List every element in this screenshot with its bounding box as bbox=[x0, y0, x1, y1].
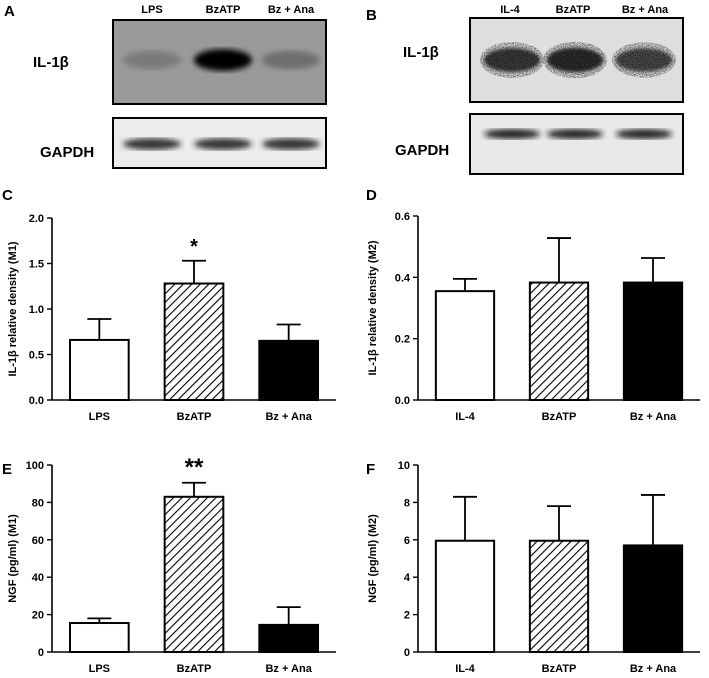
blot-b-lane-label-3: Bz + Ana bbox=[622, 4, 669, 16]
bar-lps bbox=[68, 338, 130, 402]
blot-b-protein-label-1: IL-1β bbox=[403, 44, 439, 61]
y-tick-label: 2 bbox=[404, 610, 410, 622]
y-tick-label: 0.5 bbox=[29, 350, 44, 362]
bar-bzatp bbox=[528, 281, 590, 401]
chart-panel-f: F NGF (pg/ml) (M2) 0 2 4 6 8 10 IL-4 BzATP Bz + An… bbox=[366, 460, 700, 675]
x-category-label: Bz + Ana bbox=[265, 663, 312, 675]
chart-panel-e: E NGF (pg/ml) (M1) 0 20 40 60 80 100 LPS ** BzATP B… bbox=[2, 454, 336, 675]
x-category-label: LPS bbox=[89, 411, 110, 423]
y-tick-label: 4 bbox=[404, 572, 411, 584]
significance-marker: * bbox=[190, 236, 198, 258]
x-category-label: Bz + Ana bbox=[265, 411, 312, 423]
y-tick-label: 0.2 bbox=[395, 334, 410, 346]
blot-band bbox=[262, 50, 320, 70]
panel-letter-e: E bbox=[2, 461, 12, 478]
y-tick-label: 0.0 bbox=[29, 395, 44, 407]
blot-a-lane-label-1: LPS bbox=[141, 4, 162, 16]
chart-panel-d: D IL-1β relative density (M2) 0.0 0.2 0.4 0.6… bbox=[366, 187, 700, 423]
x-category-label: Bz + Ana bbox=[630, 411, 677, 423]
blot-panel-a: A LPS BzATP Bz + Ana IL-1β GAPDH bbox=[4, 3, 327, 169]
chart-panel-c: C IL-1β relative density (M1) 0.0 0.5 1.0 1.5… bbox=[2, 187, 336, 423]
blot-b-membrane-2 bbox=[469, 113, 684, 175]
y-tick-label: 6 bbox=[404, 535, 410, 547]
blot-a-bands-1 bbox=[123, 49, 320, 71]
y-tick-label: 1.5 bbox=[29, 259, 44, 271]
blot-band bbox=[194, 138, 252, 150]
panel-letter-d: D bbox=[366, 187, 377, 204]
bar-lps bbox=[68, 622, 130, 654]
y-tick-label: 0.4 bbox=[395, 272, 411, 284]
y-tick-label: 0 bbox=[38, 647, 44, 659]
blot-band-noise bbox=[480, 42, 544, 78]
panel-letter-b: B bbox=[366, 7, 377, 24]
blot-band-noise bbox=[612, 42, 676, 78]
x-category-label: BzATP bbox=[177, 663, 212, 675]
y-tick-label: 1.0 bbox=[29, 304, 44, 316]
blot-a-lane-label-2: BzATP bbox=[206, 4, 241, 16]
blot-band-noise bbox=[543, 41, 607, 79]
blot-band bbox=[616, 129, 672, 139]
y-axis-title: NGF (pg/ml) (M1) bbox=[7, 514, 19, 603]
x-category-label: Bz + Ana bbox=[630, 663, 677, 675]
blot-band bbox=[484, 129, 540, 139]
y-tick-label: 0.6 bbox=[395, 211, 410, 223]
x-category-label: BzATP bbox=[542, 411, 577, 423]
panel-letter-f: F bbox=[366, 461, 375, 478]
blot-a-bands-2 bbox=[123, 138, 320, 150]
y-axis-title: NGF (pg/ml) (M2) bbox=[367, 514, 379, 603]
y-axis-title: IL-1β relative density (M2) bbox=[367, 240, 379, 375]
blot-a-membrane-1 bbox=[112, 19, 327, 105]
blot-b-membrane-1 bbox=[469, 17, 684, 103]
bar-bz-ana bbox=[258, 339, 320, 402]
blot-b-lane-label-1: IL-4 bbox=[500, 4, 520, 16]
bar-il-4 bbox=[434, 539, 496, 653]
blot-band bbox=[547, 129, 603, 139]
bar-bzatp bbox=[163, 282, 225, 401]
blot-b-lane-label-2: BzATP bbox=[556, 4, 591, 16]
significance-marker: ** bbox=[185, 454, 204, 481]
blot-band bbox=[194, 49, 252, 71]
y-tick-label: 2.0 bbox=[29, 213, 44, 225]
x-category-label: IL-4 bbox=[455, 411, 475, 423]
y-axis-title: IL-1β relative density (M1) bbox=[7, 241, 19, 376]
x-category-label: BzATP bbox=[542, 663, 577, 675]
y-tick-label: 8 bbox=[404, 497, 410, 509]
bar-bz-ana bbox=[622, 281, 684, 401]
bar-bzatp bbox=[163, 495, 225, 654]
y-tick-label: 100 bbox=[26, 460, 44, 472]
y-tick-label: 0 bbox=[404, 647, 410, 659]
y-tick-label: 40 bbox=[32, 572, 44, 584]
y-tick-label: 80 bbox=[32, 497, 44, 509]
blot-a-lane-label-3: Bz + Ana bbox=[268, 4, 315, 16]
panel-letter-a: A bbox=[4, 3, 15, 20]
x-category-label: BzATP bbox=[177, 411, 212, 423]
blot-band bbox=[262, 138, 320, 150]
blot-a-protein-label-1: IL-1β bbox=[33, 54, 69, 71]
blot-a-protein-label-2: GAPDH bbox=[40, 144, 94, 161]
panel-letter-c: C bbox=[2, 187, 13, 204]
blot-band bbox=[123, 50, 181, 70]
x-category-label: IL-4 bbox=[455, 663, 475, 675]
y-tick-label: 60 bbox=[32, 535, 44, 547]
y-tick-label: 20 bbox=[32, 610, 44, 622]
blot-band bbox=[123, 138, 181, 150]
bar-bzatp bbox=[528, 539, 590, 653]
y-tick-label: 10 bbox=[398, 460, 410, 472]
bar-bz-ana bbox=[258, 623, 320, 654]
y-tick-label: 0.0 bbox=[395, 395, 410, 407]
blot-panel-b: B IL-4 BzATP Bz + Ana IL-1β GAPDH bbox=[366, 4, 684, 175]
bar-bz-ana bbox=[622, 544, 684, 653]
blot-b-bands-2 bbox=[484, 129, 672, 139]
blot-a-membrane-2 bbox=[112, 117, 327, 169]
bar-il-4 bbox=[434, 290, 496, 401]
x-category-label: LPS bbox=[89, 663, 110, 675]
blot-b-protein-label-2: GAPDH bbox=[395, 142, 449, 159]
blot-b-bands-1 bbox=[480, 41, 676, 79]
